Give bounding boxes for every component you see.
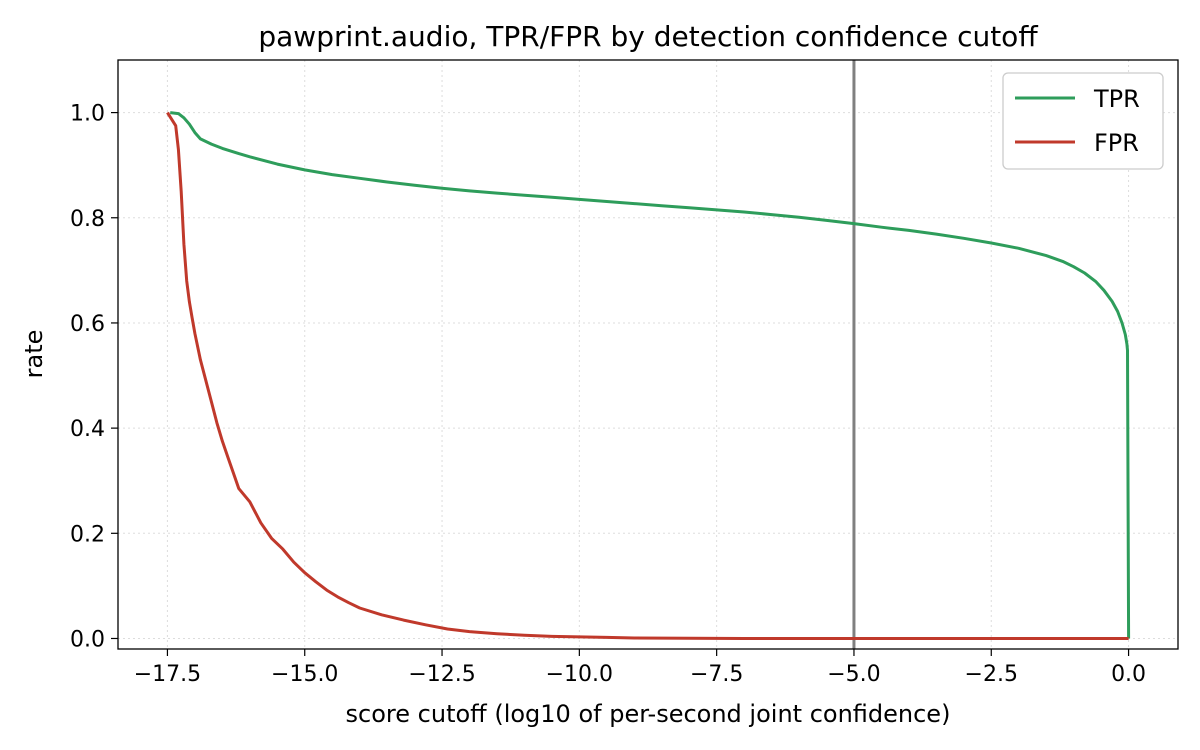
x-axis-label: score cutoff (log10 of per-second joint … bbox=[346, 700, 951, 728]
series-line-fpr bbox=[166, 111, 1129, 640]
x-tick-label: −15.0 bbox=[271, 662, 338, 687]
chart-title: pawprint.audio, TPR/FPR by detection con… bbox=[258, 20, 1038, 53]
x-tick-label: 0.0 bbox=[1111, 662, 1146, 687]
legend-label-fpr: FPR bbox=[1094, 129, 1139, 157]
legend-label-tpr: TPR bbox=[1093, 85, 1140, 113]
x-axis-ticks: −17.5 −15.0 −12.5 −10.0 −7.5 −5.0 −2.5 0.0 bbox=[134, 649, 1146, 687]
x-tick-label: −17.5 bbox=[134, 662, 201, 687]
y-tick-label: 0.2 bbox=[70, 522, 105, 547]
y-tick-label: 0.4 bbox=[70, 417, 105, 442]
series-line-tpr bbox=[170, 111, 1131, 639]
x-tick-label: −12.5 bbox=[408, 662, 475, 687]
y-axis-label: rate bbox=[20, 330, 48, 379]
y-tick-label: 0.0 bbox=[70, 627, 105, 652]
legend: TPR FPR bbox=[1002, 72, 1164, 170]
y-tick-label: 1.0 bbox=[70, 102, 105, 127]
plot-frame bbox=[117, 59, 1179, 650]
y-tick-label: 0.6 bbox=[70, 312, 105, 337]
x-tick-label: −7.5 bbox=[690, 662, 743, 687]
x-tick-label: −2.5 bbox=[965, 662, 1018, 687]
series-layer bbox=[166, 111, 1131, 640]
x-tick-label: −10.0 bbox=[546, 662, 613, 687]
x-tick-label: −5.0 bbox=[827, 662, 880, 687]
y-tick-label: 0.8 bbox=[70, 207, 105, 232]
y-axis-ticks: 0.0 0.2 0.4 0.6 0.8 1.0 bbox=[70, 102, 118, 652]
